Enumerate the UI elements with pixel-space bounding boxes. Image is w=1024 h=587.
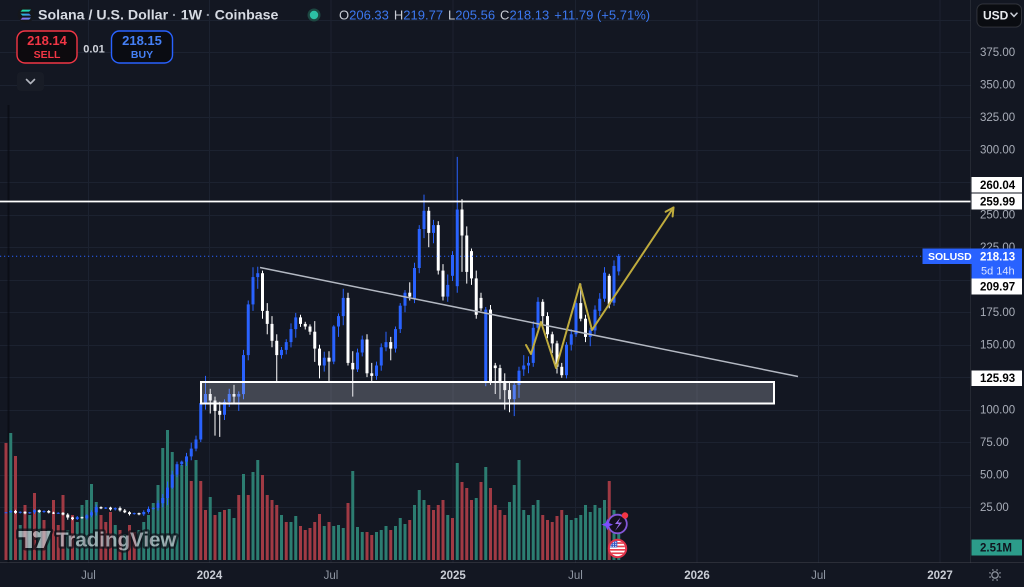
svg-text:SELL: SELL [34,49,61,61]
svg-text:2027: 2027 [927,570,953,582]
svg-text:25.00: 25.00 [980,502,1009,514]
svg-text:USD: USD [983,9,1009,23]
svg-text:5d 14h: 5d 14h [981,266,1015,278]
svg-text:2024: 2024 [197,570,223,582]
svg-text:2.51M: 2.51M [980,543,1012,555]
svg-text:125.93: 125.93 [980,373,1015,385]
svg-text:209.97: 209.97 [980,282,1015,294]
svg-text:BUY: BUY [131,49,153,61]
svg-text:300.00: 300.00 [980,145,1015,157]
svg-text:Jul: Jul [324,570,339,582]
svg-text:250.00: 250.00 [980,210,1015,222]
svg-text:175.00: 175.00 [980,307,1015,319]
svg-text:TradingView: TradingView [56,529,176,552]
svg-text:50.00: 50.00 [980,470,1009,482]
svg-text:325.00: 325.00 [980,112,1015,124]
svg-text:218.15: 218.15 [122,33,162,48]
svg-text:259.99: 259.99 [980,197,1015,209]
svg-text:Jul: Jul [568,570,583,582]
svg-text:Jul: Jul [811,570,826,582]
svg-text:100.00: 100.00 [980,405,1015,417]
svg-text:Solana / U.S. Dollar · 1W · Co: Solana / U.S. Dollar · 1W · Coinbase [38,8,279,24]
svg-text:375.00: 375.00 [980,47,1015,59]
svg-text:150.00: 150.00 [980,340,1015,352]
svg-text:350.00: 350.00 [980,80,1015,92]
svg-text:0.01: 0.01 [83,44,104,56]
svg-text:Jul: Jul [81,570,96,582]
svg-text:2025: 2025 [440,570,466,582]
svg-text:218.14: 218.14 [27,33,68,48]
svg-text:2026: 2026 [684,570,710,582]
svg-text:SOLUSD: SOLUSD [928,251,972,263]
svg-text:260.04: 260.04 [980,180,1016,192]
svg-text:75.00: 75.00 [980,437,1009,449]
svg-text:218.13: 218.13 [980,252,1015,264]
